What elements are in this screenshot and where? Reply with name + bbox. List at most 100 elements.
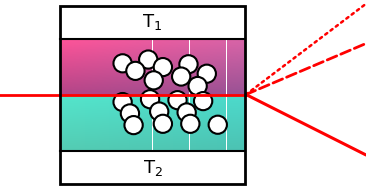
Bar bbox=[148, 116, 150, 117]
Bar bbox=[169, 97, 171, 98]
Bar bbox=[60, 126, 62, 127]
Bar bbox=[85, 95, 88, 96]
Bar bbox=[65, 79, 67, 80]
Bar bbox=[208, 72, 210, 73]
Bar bbox=[143, 106, 146, 107]
Bar bbox=[160, 125, 162, 126]
Bar bbox=[60, 105, 62, 106]
Bar bbox=[238, 90, 240, 91]
Bar bbox=[83, 109, 85, 110]
Bar bbox=[118, 89, 120, 90]
Bar bbox=[203, 51, 206, 52]
Bar bbox=[83, 96, 85, 97]
Bar bbox=[81, 70, 83, 71]
Bar bbox=[129, 113, 132, 114]
Bar bbox=[192, 140, 194, 141]
Bar bbox=[65, 50, 67, 51]
Bar bbox=[185, 55, 187, 56]
Bar bbox=[208, 84, 210, 85]
Bar bbox=[123, 94, 125, 95]
Bar bbox=[206, 88, 208, 89]
Bar bbox=[187, 140, 190, 141]
Bar bbox=[125, 49, 127, 50]
Bar bbox=[236, 125, 238, 126]
Bar bbox=[62, 82, 65, 83]
Bar bbox=[150, 93, 153, 94]
Bar bbox=[123, 91, 125, 92]
Bar bbox=[83, 106, 85, 107]
Bar bbox=[148, 71, 150, 72]
Bar bbox=[171, 98, 173, 99]
Bar bbox=[120, 140, 123, 141]
Bar bbox=[106, 86, 109, 87]
Bar bbox=[104, 79, 106, 80]
Bar bbox=[118, 143, 120, 144]
Bar bbox=[208, 142, 210, 143]
Bar bbox=[240, 131, 243, 132]
Bar bbox=[157, 82, 160, 83]
Bar bbox=[113, 81, 116, 82]
Bar bbox=[190, 61, 192, 62]
Bar bbox=[106, 42, 109, 43]
Bar bbox=[111, 55, 113, 56]
Bar bbox=[171, 82, 173, 83]
Bar bbox=[201, 115, 203, 116]
Bar bbox=[187, 63, 190, 64]
Bar bbox=[62, 128, 65, 129]
Bar bbox=[69, 99, 72, 100]
Bar bbox=[178, 109, 180, 110]
Bar bbox=[199, 149, 201, 150]
Bar bbox=[157, 66, 160, 67]
Bar bbox=[178, 134, 180, 135]
Bar bbox=[74, 140, 76, 141]
Bar bbox=[153, 133, 155, 134]
Bar bbox=[236, 70, 238, 71]
Bar bbox=[139, 50, 141, 51]
Bar bbox=[132, 143, 134, 144]
Bar bbox=[106, 51, 109, 52]
Bar bbox=[169, 96, 171, 97]
Bar bbox=[224, 93, 227, 94]
Bar bbox=[190, 41, 192, 42]
Bar bbox=[222, 109, 224, 110]
Bar bbox=[123, 70, 125, 71]
Bar bbox=[67, 101, 69, 102]
Bar bbox=[146, 76, 148, 77]
Bar bbox=[220, 65, 222, 66]
Bar bbox=[155, 80, 157, 81]
Bar bbox=[169, 64, 171, 65]
Bar bbox=[113, 59, 116, 60]
Bar bbox=[171, 143, 173, 144]
Bar bbox=[231, 123, 234, 124]
Bar bbox=[197, 140, 199, 141]
Bar bbox=[215, 128, 217, 129]
Bar bbox=[72, 45, 74, 46]
Bar bbox=[240, 121, 243, 122]
Bar bbox=[106, 57, 109, 58]
Bar bbox=[102, 139, 104, 140]
Bar bbox=[171, 107, 173, 108]
Bar bbox=[227, 58, 229, 59]
Bar bbox=[229, 102, 231, 103]
Bar bbox=[109, 122, 111, 123]
Bar bbox=[116, 149, 118, 150]
Bar bbox=[106, 55, 109, 56]
Bar bbox=[102, 52, 104, 53]
Bar bbox=[120, 144, 123, 145]
Bar bbox=[192, 91, 194, 92]
Bar bbox=[190, 98, 192, 99]
Bar bbox=[83, 120, 85, 121]
Bar bbox=[120, 63, 123, 64]
Bar bbox=[111, 135, 113, 136]
Bar bbox=[83, 136, 85, 137]
Bar bbox=[72, 93, 74, 94]
Bar bbox=[164, 97, 167, 98]
Bar bbox=[146, 93, 148, 94]
Bar bbox=[90, 48, 92, 49]
Bar bbox=[88, 43, 90, 44]
Bar bbox=[81, 114, 83, 115]
Bar bbox=[129, 41, 132, 42]
Bar bbox=[60, 74, 62, 75]
Bar bbox=[157, 79, 160, 80]
Bar bbox=[76, 126, 78, 127]
